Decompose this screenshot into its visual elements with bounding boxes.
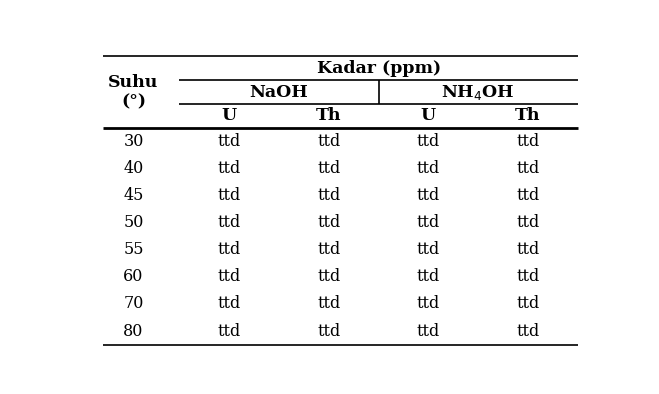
Text: ttd: ttd <box>317 214 341 231</box>
Text: ttd: ttd <box>416 268 440 285</box>
Text: ttd: ttd <box>217 323 241 340</box>
Text: ttd: ttd <box>517 241 540 258</box>
Text: 70: 70 <box>123 296 144 312</box>
Text: ttd: ttd <box>517 187 540 204</box>
Text: ttd: ttd <box>217 160 241 177</box>
Text: Kadar (ppm): Kadar (ppm) <box>316 60 441 77</box>
Text: ttd: ttd <box>317 323 341 340</box>
Text: ttd: ttd <box>517 323 540 340</box>
Text: ttd: ttd <box>416 133 440 150</box>
Text: ttd: ttd <box>217 133 241 150</box>
Text: 60: 60 <box>123 268 144 285</box>
Text: U: U <box>221 108 237 125</box>
Text: ttd: ttd <box>517 268 540 285</box>
Text: Th: Th <box>316 108 341 125</box>
Text: ttd: ttd <box>416 296 440 312</box>
Text: ttd: ttd <box>517 160 540 177</box>
Text: Th: Th <box>515 108 541 125</box>
Text: ttd: ttd <box>317 268 341 285</box>
Text: Suhu
(°): Suhu (°) <box>108 74 159 110</box>
Text: NH$_4$OH: NH$_4$OH <box>442 83 515 102</box>
Text: ttd: ttd <box>416 187 440 204</box>
Text: ttd: ttd <box>416 160 440 177</box>
Text: 80: 80 <box>123 323 144 340</box>
Text: ttd: ttd <box>317 241 341 258</box>
Text: 45: 45 <box>123 187 144 204</box>
Text: ttd: ttd <box>317 133 341 150</box>
Text: ttd: ttd <box>217 187 241 204</box>
Text: ttd: ttd <box>517 214 540 231</box>
Text: ttd: ttd <box>217 296 241 312</box>
Text: ttd: ttd <box>217 214 241 231</box>
Text: 30: 30 <box>123 133 144 150</box>
Text: ttd: ttd <box>517 133 540 150</box>
Text: ttd: ttd <box>416 214 440 231</box>
Text: 55: 55 <box>123 241 144 258</box>
Text: ttd: ttd <box>517 296 540 312</box>
Text: ttd: ttd <box>217 268 241 285</box>
Text: ttd: ttd <box>317 160 341 177</box>
Text: 50: 50 <box>123 214 144 231</box>
Text: ttd: ttd <box>416 241 440 258</box>
Text: NaOH: NaOH <box>250 84 308 100</box>
Text: ttd: ttd <box>416 323 440 340</box>
Text: ttd: ttd <box>317 296 341 312</box>
Text: ttd: ttd <box>317 187 341 204</box>
Text: U: U <box>421 108 436 125</box>
Text: 40: 40 <box>123 160 144 177</box>
Text: ttd: ttd <box>217 241 241 258</box>
